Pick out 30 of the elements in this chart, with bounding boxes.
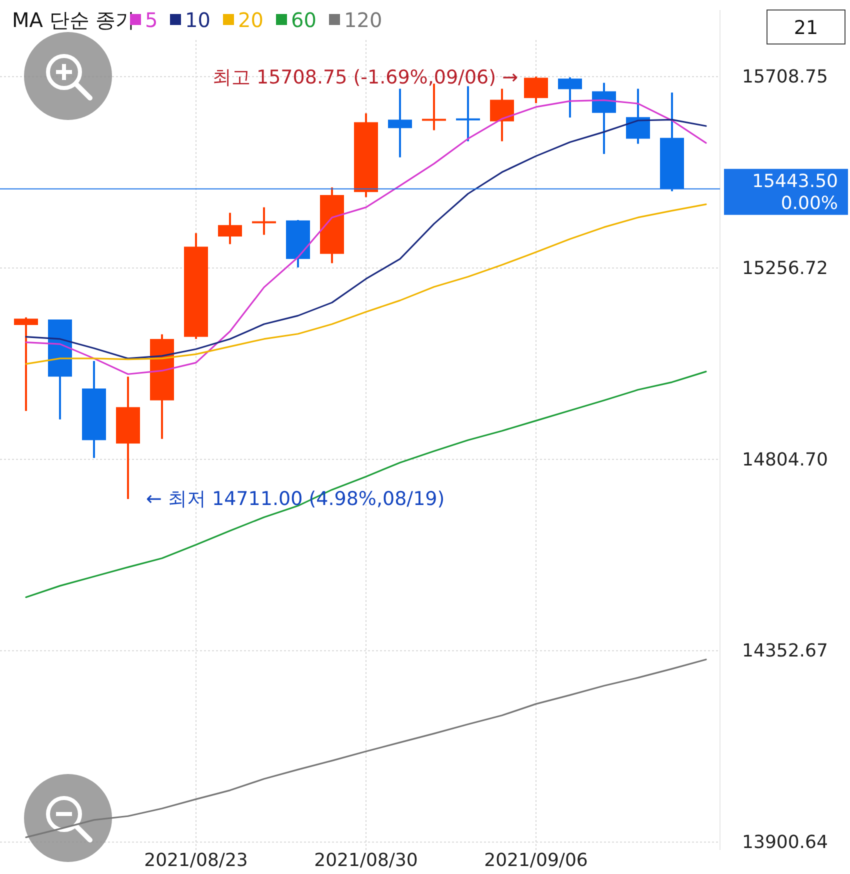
x-tick-label: 2021/08/30 — [314, 850, 418, 871]
legend-label: 20 — [238, 8, 264, 32]
y-tick-label: 13900.64 — [742, 832, 828, 854]
candlestick — [558, 76, 582, 119]
legend-label: 120 — [344, 8, 382, 32]
legend-label: 5 — [145, 8, 158, 32]
ref-line-label: 15443.50 0.00% — [752, 170, 838, 214]
candlestick — [524, 76, 548, 104]
x-tick-label: 2021/08/23 — [144, 850, 248, 871]
y-tick-label: 15708.75 — [742, 66, 828, 88]
line-series — [25, 370, 707, 598]
y-tick-label: 14804.70 — [742, 449, 828, 470]
candlestick — [456, 85, 480, 142]
candlestick — [218, 212, 242, 246]
y-tick-label: 14352.67 — [742, 640, 828, 662]
line-series — [25, 204, 707, 365]
line-series — [25, 658, 707, 838]
candlestick — [252, 206, 276, 236]
text: 21 — [794, 17, 818, 39]
legend-label: 60 — [291, 8, 316, 32]
x-tick-label: 2021/09/06 — [484, 850, 588, 871]
candlestick — [14, 316, 38, 412]
legend-label: 10 — [185, 8, 210, 32]
candlestick — [490, 88, 514, 142]
annotation: 최고 15708.75 (-1.69%,09/06) → — [212, 66, 518, 89]
candlestick — [626, 88, 650, 145]
candlestick — [388, 88, 412, 158]
y-tick-label: 15256.72 — [742, 258, 828, 279]
annotation: ← 최저 14711.00 (4.98%,08/19) — [146, 488, 445, 510]
candlestick — [592, 82, 616, 155]
